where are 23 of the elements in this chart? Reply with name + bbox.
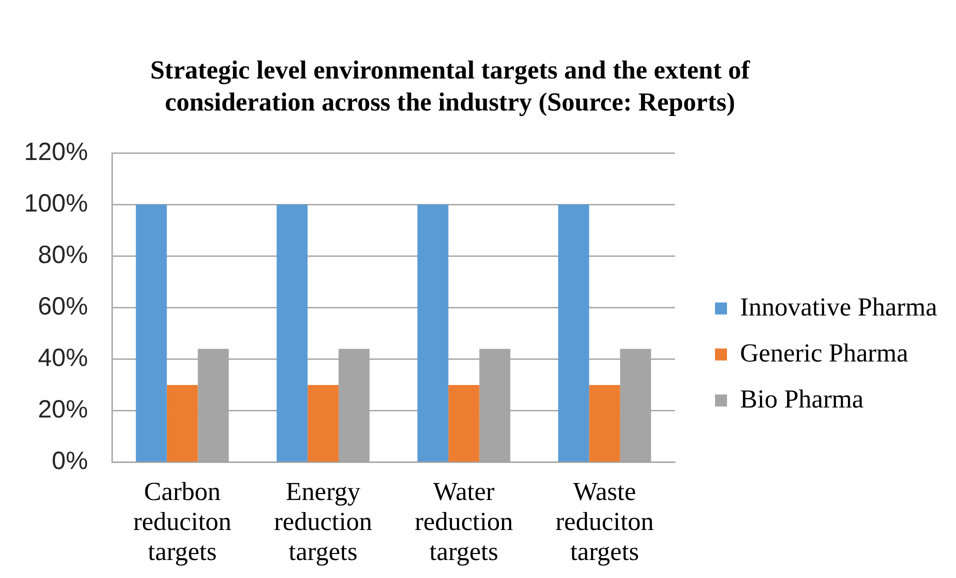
bar [136, 204, 167, 462]
legend-label: Bio Pharma [740, 384, 864, 414]
bar [448, 384, 480, 462]
y-tick-label: 40% [38, 344, 88, 372]
y-tick-label: 120% [24, 138, 88, 166]
x-tick-label: Water reduction targets [414, 477, 513, 566]
bar [308, 384, 339, 462]
chart-title: Strategic level environmental targets and the extent of consideration across the industry (Source: Reports) [150, 56, 750, 117]
x-tick-label: Carbon reduciton targets [133, 477, 232, 566]
y-tick-label: 0% [52, 447, 88, 476]
bar [276, 204, 308, 462]
y-tick-label: 100% [24, 189, 88, 218]
y-tick-label: 80% [38, 240, 88, 269]
bar [166, 384, 198, 462]
bar [558, 204, 590, 462]
legend-label: Generic Pharma [740, 338, 909, 368]
legend-label: Innovative Pharma [740, 292, 938, 322]
y-tick-label: 60% [38, 292, 88, 321]
x-tick-label: Energy reduction targets [274, 477, 372, 566]
x-tick-label: Waste reduciton targets [556, 477, 654, 566]
y-tick-label: 20% [38, 396, 88, 424]
bar [417, 204, 448, 462]
bar [589, 384, 620, 462]
